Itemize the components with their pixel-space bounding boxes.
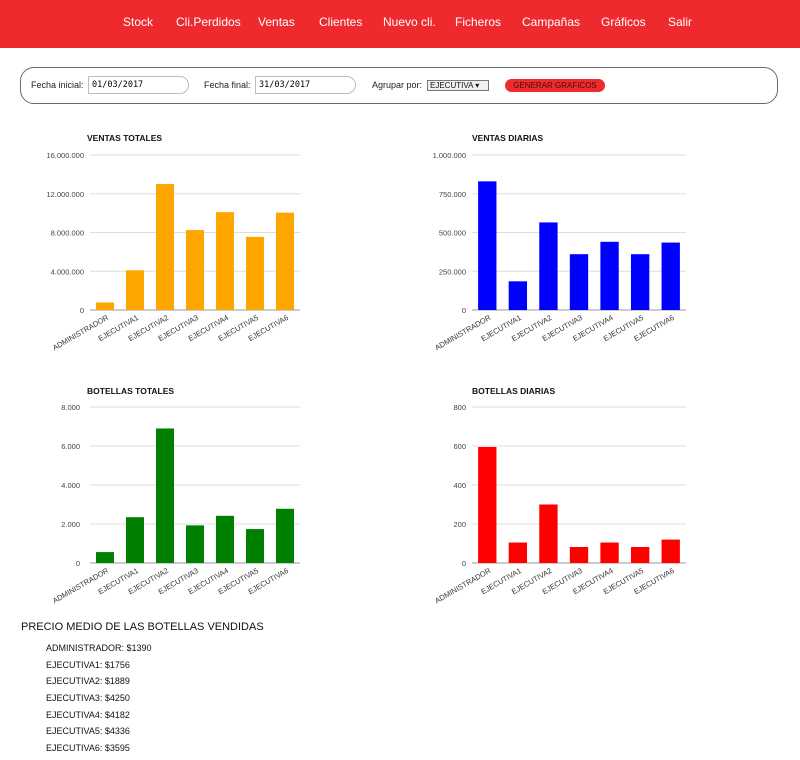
nav-nuevo-cliente[interactable]: Nuevo cli. — [383, 15, 436, 29]
nav-stock[interactable]: Stock — [123, 15, 154, 29]
ventas-diarias-title: VENTAS DIARIAS — [472, 133, 543, 143]
botellas-totales-bar — [126, 517, 144, 563]
average-price-item: EJECUTIVA4: $4182 — [46, 710, 130, 720]
botellas-diarias-bar — [600, 542, 619, 563]
botellas-totales-y-tick-label: 6.000 — [61, 442, 80, 451]
botellas-totales-y-tick-label: 8.000 — [61, 403, 80, 412]
botellas-diarias-bar — [569, 547, 589, 563]
botellas-diarias-bar — [478, 446, 497, 563]
ventas-totales-y-tick-label: 0 — [80, 306, 84, 315]
ventas-totales-bar — [216, 212, 234, 310]
ventas-diarias-chart-group: VENTAS DIARIAS 0 250.000 500.000 750.000 1.00… — [433, 133, 686, 352]
botellas-totales-title: BOTELLAS TOTALES — [87, 386, 174, 396]
botellas-totales-bar — [96, 552, 114, 563]
botellas-totales-y-tick-label: 4.000 — [61, 481, 80, 490]
botellas-totales-bar — [156, 428, 174, 563]
nav-ventas[interactable]: Ventas — [258, 15, 295, 29]
ventas-diarias-bar — [539, 222, 558, 310]
botellas-diarias-chart-group: BOTELLAS DIARIAS0200400600800ADMINISTRAD… — [433, 386, 686, 605]
ventas-diarias-bar — [600, 241, 619, 310]
ventas-diarias-y-tick-label: 1.000.000 — [433, 151, 466, 160]
ventas-diarias-bar — [508, 281, 528, 310]
botellas-totales-chart-group: BOTELLAS TOTALES02.0004.0006.0008.000ADM… — [51, 386, 300, 605]
ventas-totales-bar — [246, 236, 264, 310]
end-date-input[interactable]: 31/03/2017 — [255, 76, 356, 94]
ventas-diarias-bar — [478, 181, 497, 310]
ventas-totales-chart-group: VENTAS TOTALES 0 4.000.000 8.000.000 12.000.… — [46, 133, 300, 352]
ventas-totales-title: VENTAS TOTALES — [87, 133, 162, 143]
nav-salir[interactable]: Salir — [668, 15, 693, 29]
ventas-totales-bar — [126, 270, 144, 310]
botellas-diarias-bar — [661, 539, 680, 563]
botellas-diarias-y-tick-label: 0 — [462, 559, 466, 568]
nav-campanas[interactable]: Campañas — [522, 15, 581, 29]
ventas-diarias-y-tick-label: 750.000 — [439, 190, 466, 199]
ventas-diarias-y-tick-label: 0 — [462, 306, 466, 315]
average-price-item: EJECUTIVA3: $4250 — [46, 693, 130, 703]
ventas-totales-y-tick-label: 8.000.000 — [51, 229, 84, 238]
botellas-diarias-y-tick-label: 600 — [453, 442, 466, 451]
average-price-item: ADMINISTRADOR: $1390 — [46, 643, 152, 653]
botellas-diarias-y-tick-label: 800 — [453, 403, 466, 412]
end-date-label: Fecha final: — [204, 80, 251, 90]
average-price-item: EJECUTIVA6: $3595 — [46, 743, 130, 753]
botellas-diarias-bar — [630, 547, 650, 563]
ventas-diarias-y-tick-label: 250.000 — [439, 267, 466, 276]
botellas-totales-bar — [246, 529, 264, 563]
ventas-totales-bar — [156, 184, 174, 310]
average-price-title: PRECIO MEDIO DE LAS BOTELLAS VENDIDAS — [21, 621, 264, 633]
filter-panel — [20, 67, 778, 104]
average-price-item: EJECUTIVA5: $4336 — [46, 726, 130, 736]
ventas-diarias-bar — [630, 254, 650, 310]
botellas-totales-bar — [216, 515, 234, 563]
nav-ficheros[interactable]: Ficheros — [455, 15, 502, 29]
botellas-diarias-title: BOTELLAS DIARIAS — [472, 386, 555, 396]
top-nav-bar: Stock Cli.Perdidos Ventas Clientes Nuevo… — [0, 0, 800, 48]
botellas-diarias-bar — [508, 542, 528, 563]
botellas-totales-bar — [276, 508, 294, 563]
ventas-totales-y-tick-label: 16.000.000 — [46, 151, 84, 160]
average-price-item: EJECUTIVA1: $1756 — [46, 660, 130, 670]
average-price-item: EJECUTIVA2: $1889 — [46, 676, 130, 686]
botellas-diarias-bar — [539, 504, 558, 563]
botellas-totales-y-tick-label: 0 — [76, 559, 80, 568]
ventas-diarias-y-tick-label: 500.000 — [439, 229, 466, 238]
ventas-totales-y-tick-label: 12.000.000 — [46, 190, 84, 199]
ventas-totales-bar — [96, 302, 114, 310]
botellas-diarias-y-tick-label: 200 — [453, 520, 466, 529]
generate-charts-button[interactable]: GENERAR GRAFICOS — [505, 79, 605, 92]
start-date-input[interactable]: 01/03/2017 — [88, 76, 189, 94]
ventas-totales-y-tick-label: 4.000.000 — [51, 267, 84, 276]
ventas-totales-bar — [276, 212, 294, 310]
botellas-totales-y-tick-label: 2.000 — [61, 520, 80, 529]
nav-clientes-perdidos[interactable]: Cli.Perdidos — [176, 15, 241, 29]
ventas-diarias-bar — [569, 254, 589, 310]
ventas-diarias-bar — [661, 242, 680, 310]
group-by-select[interactable]: EJECUTIVA ▾ — [427, 80, 489, 91]
start-date-label: Fecha inicial: — [31, 80, 84, 90]
ventas-totales-bar — [186, 230, 204, 310]
nav-clientes[interactable]: Clientes — [319, 15, 363, 29]
nav-graficos[interactable]: Gráficos — [601, 15, 646, 29]
botellas-totales-bar — [186, 525, 204, 563]
group-by-label: Agrupar por: — [372, 80, 423, 90]
botellas-diarias-y-tick-label: 400 — [453, 481, 466, 490]
